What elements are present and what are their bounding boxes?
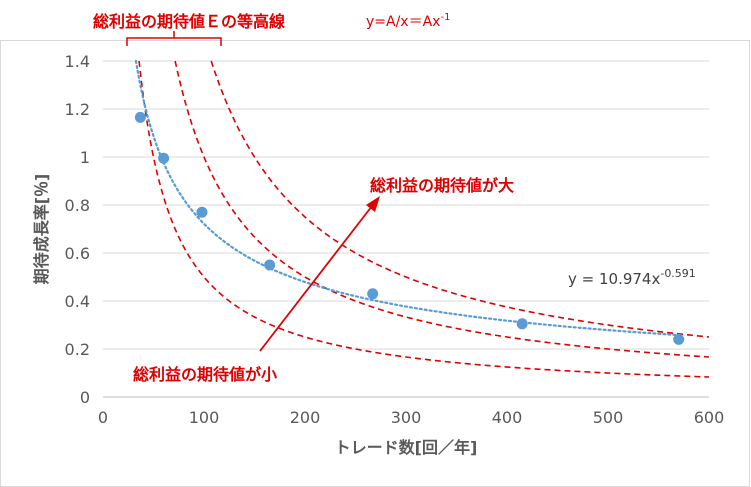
- y-axis-title: 期待成長率[％]: [32, 174, 51, 285]
- y-tick-label: 1.4: [65, 52, 90, 71]
- x-tick-label: 500: [593, 408, 624, 427]
- y-tick-label: 0: [80, 388, 90, 407]
- contour-line: [174, 60, 710, 358]
- chart-border: [0, 40, 750, 487]
- data-point: [196, 206, 208, 218]
- annotation-arrow-head: [366, 196, 380, 212]
- title-formula: y=A/x＝Ax-1: [366, 12, 450, 30]
- trendline: [134, 59, 680, 337]
- title-formula-base: y=A/x＝Ax: [366, 14, 440, 30]
- x-tick-label: 200: [290, 408, 321, 427]
- data-point: [264, 259, 276, 271]
- data-point: [367, 288, 379, 300]
- annotation-large: 総利益の期待値が大: [370, 176, 514, 195]
- trendline-path: [134, 59, 680, 337]
- x-tick-label: 0: [98, 408, 108, 427]
- x-tick-label: 600: [694, 408, 725, 427]
- y-tick-label: 0.8: [65, 196, 90, 215]
- data-point: [673, 333, 685, 345]
- annotation-arrow: [259, 205, 373, 352]
- y-tick-label: 1: [80, 148, 90, 167]
- trendline-equation: y = 10.974x-0.591: [568, 267, 696, 288]
- annotation-small: 総利益の期待値が小: [133, 365, 277, 384]
- title-formula-exponent: -1: [440, 12, 450, 23]
- chart-title: 総利益の期待値Ｅの等高線: [93, 12, 285, 31]
- y-tick-label: 0.4: [65, 292, 90, 311]
- x-tick-label: 400: [492, 408, 523, 427]
- y-tick-label: 0.2: [65, 340, 90, 359]
- x-tick-label: 100: [189, 408, 220, 427]
- data-point: [516, 318, 528, 330]
- trendline-equation-exponent: -0.591: [660, 267, 695, 280]
- axes: 0 0.2 0.4 0.6 0.8 1 1.2 1.4 0 100 200 300 400 500 600: [65, 52, 725, 427]
- trendline-equation-base: y = 10.974x: [568, 270, 660, 288]
- y-tick-label: 1.2: [65, 100, 90, 119]
- x-tick-label: 300: [391, 408, 422, 427]
- data-point: [158, 152, 170, 164]
- data-point: [134, 111, 146, 123]
- x-axis-title: トレード数[回／年]: [335, 438, 478, 457]
- data-points: [134, 111, 685, 345]
- title-bracket: [126, 31, 222, 46]
- contour-lines: [138, 60, 710, 378]
- y-tick-label: 0.6: [65, 244, 90, 263]
